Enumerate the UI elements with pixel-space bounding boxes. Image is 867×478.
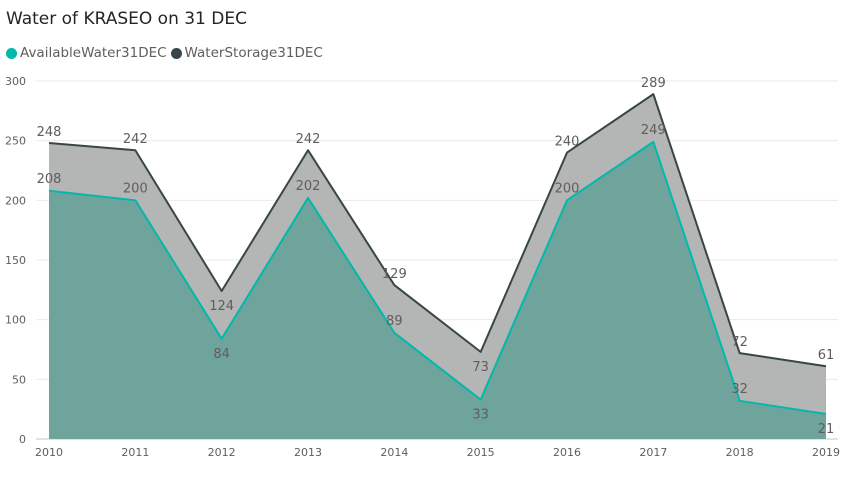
data-label-available-2012: 84 xyxy=(213,347,230,362)
data-label-storage-2019: 61 xyxy=(818,348,835,363)
line-water-storage xyxy=(48,93,827,368)
data-label-available-2018: 32 xyxy=(731,382,748,397)
x-tick-label-2014: 2014 xyxy=(380,446,408,459)
legend-item-available-water[interactable]: AvailableWater31DEC xyxy=(6,45,167,61)
area-available-water xyxy=(49,141,826,440)
data-label-storage-2015: 73 xyxy=(472,360,489,375)
data-label-available-2013: 202 xyxy=(296,179,321,194)
x-tick-label-2019: 2019 xyxy=(812,446,840,459)
x-tick-label-2015: 2015 xyxy=(467,446,495,459)
y-tick-label-50: 50 xyxy=(12,373,26,386)
legend: AvailableWater31DEC WaterStorage31DEC xyxy=(6,45,327,61)
data-label-storage-2011: 242 xyxy=(123,132,148,147)
y-tick-label-200: 200 xyxy=(5,194,26,207)
data-label-available-2011: 200 xyxy=(123,181,148,196)
data-label-storage-2017: 289 xyxy=(641,76,666,91)
y-tick-label-250: 250 xyxy=(5,135,26,148)
x-tick-label-2012: 2012 xyxy=(208,446,236,459)
x-tick-label-2016: 2016 xyxy=(553,446,581,459)
x-tick-label-2017: 2017 xyxy=(639,446,667,459)
y-tick-label-300: 300 xyxy=(5,75,26,88)
legend-marker-water-storage xyxy=(170,47,182,59)
data-label-storage-2013: 242 xyxy=(296,132,321,147)
data-label-storage-2010: 248 xyxy=(37,125,62,140)
legend-label-available-water: AvailableWater31DEC xyxy=(20,45,167,61)
data-label-storage-2016: 240 xyxy=(555,135,580,150)
line-available-water xyxy=(48,140,827,415)
y-tick-label-150: 150 xyxy=(5,254,26,267)
data-label-available-2019: 21 xyxy=(818,422,835,437)
data-label-storage-2018: 72 xyxy=(731,335,748,350)
chart-title: Water of KRASEO on 31 DEC xyxy=(6,9,247,29)
data-label-storage-2012: 124 xyxy=(209,299,234,314)
data-label-available-2017: 249 xyxy=(641,123,666,138)
x-tick-label-2011: 2011 xyxy=(121,446,149,459)
data-label-available-2016: 200 xyxy=(555,181,580,196)
legend-item-water-storage[interactable]: WaterStorage31DEC xyxy=(170,45,323,61)
data-label-storage-2014: 129 xyxy=(382,267,407,282)
legend-marker-available-water xyxy=(6,47,17,59)
data-label-available-2014: 89 xyxy=(386,314,403,329)
y-tick-label-100: 100 xyxy=(5,314,26,327)
x-tick-label-2010: 2010 xyxy=(35,446,63,459)
data-label-available-2010: 208 xyxy=(37,172,62,187)
data-label-available-2015: 33 xyxy=(472,408,489,423)
x-tick-label-2013: 2013 xyxy=(294,446,322,459)
y-tick-label-0: 0 xyxy=(19,433,26,446)
x-tick-label-2018: 2018 xyxy=(726,446,754,459)
legend-label-water-storage: WaterStorage31DEC xyxy=(184,45,323,61)
